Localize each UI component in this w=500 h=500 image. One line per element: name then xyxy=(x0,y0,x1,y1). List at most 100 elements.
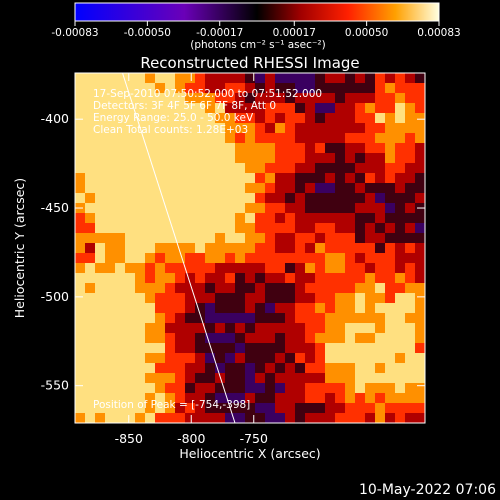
heatmap-cell xyxy=(185,223,195,233)
heatmap-cell xyxy=(415,223,425,233)
heatmap-cell xyxy=(305,153,315,163)
heatmap-cell xyxy=(75,353,85,363)
heatmap-cell xyxy=(75,143,85,153)
heatmap-cell xyxy=(285,143,295,153)
heatmap-cell xyxy=(295,393,305,403)
heatmap-cell xyxy=(295,343,305,353)
heatmap-cell xyxy=(345,403,355,413)
heatmap-cell xyxy=(395,313,405,323)
heatmap-cell xyxy=(345,93,355,103)
heatmap-cell xyxy=(245,273,255,283)
heatmap-cell xyxy=(295,233,305,243)
heatmap-cell xyxy=(285,333,295,343)
heatmap-cell xyxy=(145,73,155,83)
heatmap-cell xyxy=(265,253,275,263)
heatmap-cell xyxy=(145,403,155,413)
heatmap-cell xyxy=(115,273,125,283)
heatmap-cell xyxy=(345,233,355,243)
heatmap-cell xyxy=(345,313,355,323)
heatmap-cell xyxy=(275,263,285,273)
heatmap-cell xyxy=(225,143,235,153)
heatmap-cell xyxy=(265,173,275,183)
heatmap-cell xyxy=(345,213,355,223)
heatmap-cell xyxy=(185,133,195,143)
heatmap-cell xyxy=(295,293,305,303)
heatmap-cell xyxy=(85,163,95,173)
heatmap-cell xyxy=(275,373,285,383)
heatmap-cell xyxy=(245,393,255,403)
heatmap-cell xyxy=(245,413,255,423)
heatmap-cell xyxy=(295,163,305,173)
heatmap-cell xyxy=(245,223,255,233)
heatmap-cell xyxy=(115,123,125,133)
heatmap-cell xyxy=(315,413,325,423)
heatmap-cell xyxy=(355,143,365,153)
heatmap-cell xyxy=(365,373,375,383)
heatmap-cell xyxy=(235,173,245,183)
heatmap-cell xyxy=(255,83,265,93)
heatmap-cell xyxy=(335,383,345,393)
heatmap-cell xyxy=(375,193,385,203)
heatmap-cell xyxy=(195,153,205,163)
heatmap-cell xyxy=(335,193,345,203)
heatmap-cell xyxy=(225,153,235,163)
heatmap-cell xyxy=(245,313,255,323)
heatmap-cell xyxy=(405,73,415,83)
heatmap-cell xyxy=(225,213,235,223)
heatmap-cell xyxy=(315,233,325,243)
heatmap-cell xyxy=(105,293,115,303)
heatmap-cell xyxy=(225,123,235,133)
heatmap-cell xyxy=(95,263,105,273)
heatmap-cell xyxy=(385,323,395,333)
heatmap-cell xyxy=(375,263,385,273)
heatmap-cell xyxy=(375,143,385,153)
heatmap-cell xyxy=(235,243,245,253)
heatmap-cell xyxy=(375,343,385,353)
heatmap-cell xyxy=(105,313,115,323)
heatmap-cell xyxy=(245,363,255,373)
heatmap-cell xyxy=(345,103,355,113)
heatmap-cell xyxy=(175,223,185,233)
heatmap-cell xyxy=(345,323,355,333)
heatmap-cell xyxy=(95,323,105,333)
heatmap-cell xyxy=(365,303,375,313)
heatmap-cell xyxy=(215,133,225,143)
heatmap-cell xyxy=(125,163,135,173)
heatmap-cell xyxy=(175,203,185,213)
heatmap-cell xyxy=(155,253,165,263)
heatmap-cell xyxy=(105,93,115,103)
heatmap-cell xyxy=(85,213,95,223)
heatmap-cell xyxy=(315,113,325,123)
heatmap-cell xyxy=(165,393,175,403)
heatmap-cell xyxy=(135,263,145,273)
heatmap-cell xyxy=(255,393,265,403)
heatmap-cell xyxy=(205,273,215,283)
heatmap-cell xyxy=(345,353,355,363)
heatmap-cell xyxy=(405,403,415,413)
heatmap-cell xyxy=(315,273,325,283)
heatmap-cell xyxy=(195,123,205,133)
heatmap-cell xyxy=(305,193,315,203)
heatmap-cell xyxy=(275,143,285,153)
heatmap-cell xyxy=(415,313,425,323)
heatmap-cell xyxy=(315,393,325,403)
heatmap-cell xyxy=(145,183,155,193)
heatmap-cell xyxy=(115,193,125,203)
heatmap-cell xyxy=(375,163,385,173)
heatmap-cell xyxy=(365,153,375,163)
heatmap-cell xyxy=(405,233,415,243)
heatmap-cell xyxy=(135,143,145,153)
heatmap-cell xyxy=(75,373,85,383)
heatmap-cell xyxy=(155,73,165,83)
heatmap-cell xyxy=(395,83,405,93)
heatmap-cell xyxy=(265,383,275,393)
heatmap-cell xyxy=(345,73,355,83)
heatmap-cell xyxy=(305,303,315,313)
heatmap-cell xyxy=(325,363,335,373)
heatmap-cell xyxy=(335,153,345,163)
heatmap-cell xyxy=(405,223,415,233)
heatmap-cell xyxy=(235,153,245,163)
heatmap-cell xyxy=(195,393,205,403)
heatmap-cell xyxy=(275,233,285,243)
footer-date: 10-May-2022 07:06 xyxy=(358,482,496,498)
